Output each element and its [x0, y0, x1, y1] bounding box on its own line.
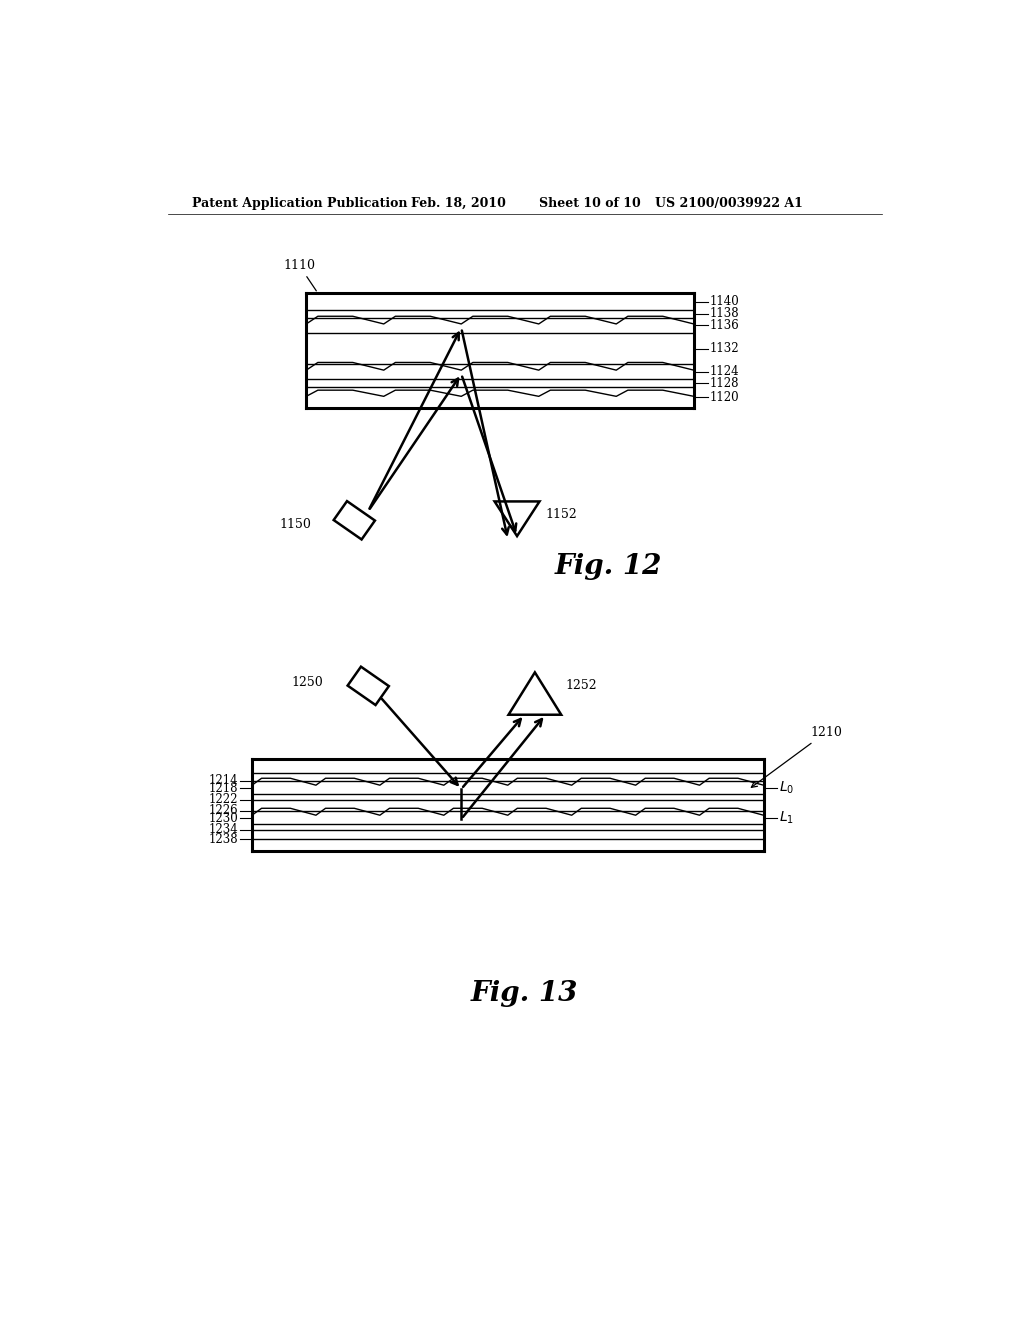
- Text: 1250: 1250: [292, 676, 324, 689]
- Text: 1128: 1128: [710, 376, 739, 389]
- Text: US 2100/0039922 A1: US 2100/0039922 A1: [655, 197, 803, 210]
- Text: 1238: 1238: [209, 833, 238, 846]
- Text: 1132: 1132: [710, 342, 739, 355]
- Text: 1140: 1140: [710, 296, 739, 308]
- Text: 1150: 1150: [280, 517, 311, 531]
- Text: Fig. 13: Fig. 13: [471, 981, 579, 1007]
- Text: 1252: 1252: [565, 680, 597, 693]
- Text: $\mathit{L}_1$: $\mathit{L}_1$: [779, 810, 794, 826]
- Text: 1120: 1120: [710, 391, 739, 404]
- Text: Sheet 10 of 10: Sheet 10 of 10: [539, 197, 640, 210]
- Text: 1218: 1218: [209, 781, 238, 795]
- Text: 1152: 1152: [546, 508, 578, 521]
- Text: 1222: 1222: [209, 793, 238, 807]
- Text: 1210: 1210: [752, 726, 842, 787]
- Text: Feb. 18, 2010: Feb. 18, 2010: [411, 197, 506, 210]
- Text: 1136: 1136: [710, 319, 739, 333]
- Text: 1214: 1214: [209, 774, 238, 787]
- Text: 1226: 1226: [209, 804, 238, 817]
- Text: Patent Application Publication: Patent Application Publication: [191, 197, 408, 210]
- Text: 1124: 1124: [710, 366, 739, 379]
- Text: $\mathit{L}_0$: $\mathit{L}_0$: [779, 780, 795, 796]
- Text: 1138: 1138: [710, 308, 739, 321]
- Text: Fig. 12: Fig. 12: [555, 553, 663, 579]
- Text: 1110: 1110: [283, 259, 316, 290]
- Text: 1230: 1230: [208, 812, 238, 825]
- Text: 1234: 1234: [208, 824, 238, 837]
